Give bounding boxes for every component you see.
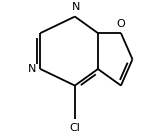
Text: Cl: Cl — [69, 123, 80, 133]
Text: O: O — [117, 19, 125, 29]
Text: N: N — [72, 2, 80, 12]
Text: N: N — [28, 64, 36, 74]
